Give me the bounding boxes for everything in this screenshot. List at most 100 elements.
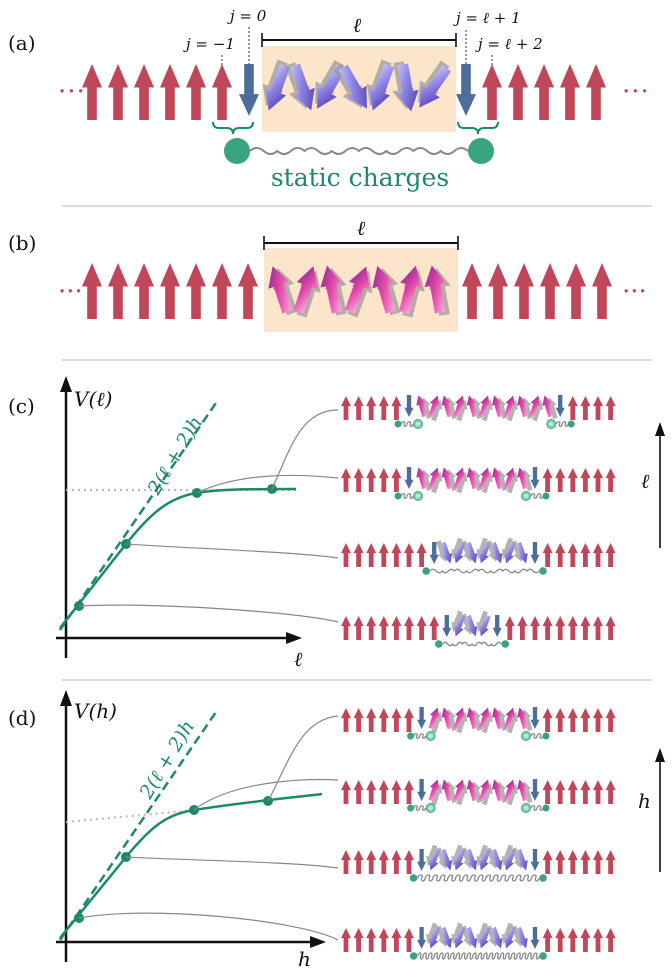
y-axis-label-d: V(h) xyxy=(74,699,117,723)
up-spin xyxy=(391,616,402,640)
ell-label-b: ℓ xyxy=(357,216,366,240)
up-spin xyxy=(134,263,154,319)
domain-spin xyxy=(542,395,558,420)
domain-spin xyxy=(504,395,518,422)
domain-spin xyxy=(320,265,347,316)
dots-left-b: ··· xyxy=(58,277,83,307)
domain-spin xyxy=(504,707,518,734)
up-spin xyxy=(341,850,351,874)
short-string xyxy=(530,805,544,811)
mini-chains-d xyxy=(341,707,616,960)
up-spin xyxy=(160,64,180,120)
mini-chains-c xyxy=(341,395,616,648)
up-spin xyxy=(341,780,351,804)
mini-chain xyxy=(341,537,616,575)
up-spin xyxy=(82,263,102,319)
up-spin xyxy=(391,468,402,492)
charge-brace-right xyxy=(457,121,499,135)
domain-spin xyxy=(501,537,516,564)
string xyxy=(429,568,540,574)
domain-spin xyxy=(476,922,491,949)
up-spin xyxy=(404,780,414,804)
up-spin xyxy=(429,616,440,640)
domain-spin xyxy=(372,265,401,316)
domain-spin xyxy=(486,847,503,871)
domain-spin xyxy=(491,779,508,804)
domain-spin xyxy=(504,779,518,806)
up-spin xyxy=(514,263,534,319)
up-spin xyxy=(580,780,591,804)
domain-spin xyxy=(501,844,516,871)
panel-b-label: (b) xyxy=(8,231,36,255)
static-charges-label: static charges xyxy=(271,163,449,192)
mini-chain xyxy=(341,467,616,501)
charge-glow xyxy=(413,419,423,429)
up-spin xyxy=(378,468,389,492)
domain-spin xyxy=(517,467,533,492)
charge xyxy=(409,952,418,960)
spin-chain-b xyxy=(82,263,612,319)
up-spin xyxy=(605,468,616,492)
up-spin xyxy=(341,616,351,640)
domain-spin xyxy=(511,847,528,871)
up-spin xyxy=(593,708,603,732)
domain-spin xyxy=(268,266,298,316)
asymptote-c xyxy=(58,399,220,631)
up-spin xyxy=(378,850,389,874)
up-spin xyxy=(560,64,580,120)
down-spin-boundary xyxy=(555,395,565,417)
up-spin xyxy=(580,616,591,640)
up-spin xyxy=(567,468,578,492)
charge xyxy=(539,874,547,882)
up-spin xyxy=(605,708,616,732)
up-spin xyxy=(567,396,578,420)
domain-spin xyxy=(262,59,291,111)
up-spin xyxy=(580,928,591,952)
charge xyxy=(542,492,550,500)
asymptote-label-c: 2(ℓ + 2)h xyxy=(143,413,207,500)
charge-glow xyxy=(413,491,423,501)
up-spin xyxy=(391,780,402,804)
asymptote-label-d: 2(ℓ + 2)h xyxy=(135,717,199,804)
down-spin-boundary xyxy=(530,542,540,564)
down-spin-boundary xyxy=(530,927,540,949)
panel-c: (c) V(ℓ) ℓ 2(ℓ + 2)h ℓ xyxy=(8,376,665,671)
up-spin xyxy=(391,928,402,952)
up-spin xyxy=(586,64,606,120)
up-spin xyxy=(555,780,566,804)
up-spin xyxy=(378,928,389,952)
up-spin xyxy=(404,928,414,952)
domain-spin xyxy=(476,844,491,871)
up-spin xyxy=(482,64,502,120)
up-spin xyxy=(366,616,377,640)
domain-spin xyxy=(285,62,315,111)
up-spin xyxy=(605,780,616,804)
up-spin xyxy=(341,396,351,420)
domain-spin xyxy=(451,922,466,949)
down-spin-boundary xyxy=(404,395,414,417)
up-spin xyxy=(530,616,540,640)
up-spin xyxy=(186,263,206,319)
up-spin xyxy=(404,616,414,640)
domain-spin xyxy=(486,925,503,949)
up-spin xyxy=(416,616,427,640)
up-spin xyxy=(366,543,377,567)
charge xyxy=(539,567,547,575)
short-string xyxy=(555,421,569,427)
up-spin xyxy=(555,543,566,567)
up-spin xyxy=(542,708,553,732)
down-spin-boundary xyxy=(492,615,502,637)
site-label-j-minus-1: j = −1 xyxy=(183,35,235,53)
up-spin xyxy=(353,396,364,420)
domain-spin xyxy=(451,844,466,871)
domain-spin xyxy=(428,707,443,734)
up-spin xyxy=(555,928,566,952)
up-spin xyxy=(593,468,603,492)
up-spin xyxy=(134,64,154,120)
domain-spin xyxy=(293,266,321,318)
up-spin xyxy=(517,616,528,640)
up-spin xyxy=(580,543,591,567)
domain-spin xyxy=(366,59,395,111)
domain-spin xyxy=(417,60,452,108)
up-spin xyxy=(605,543,616,567)
